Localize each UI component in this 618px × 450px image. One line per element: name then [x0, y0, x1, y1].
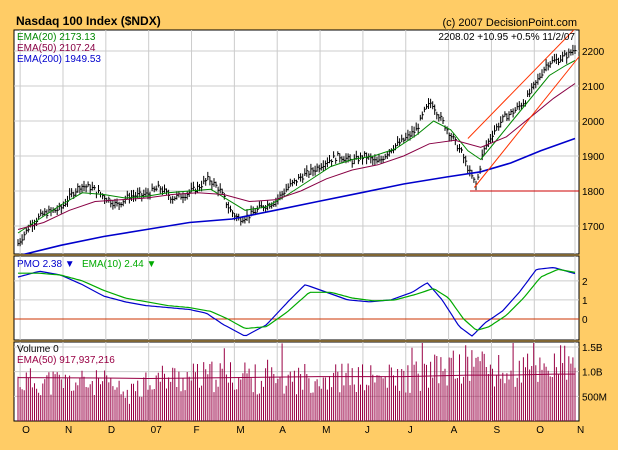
series-price: [17, 44, 577, 247]
price-y-tick: 2200: [582, 47, 605, 58]
copyright-text: (c) 2007 DecisionPoint.com: [442, 17, 577, 29]
series-channel_lower: [473, 55, 579, 188]
x-tick-label: N: [577, 425, 584, 436]
x-tick-label: 07: [151, 425, 163, 436]
x-tick-label: M: [236, 425, 244, 436]
price-y-tick: 1900: [582, 152, 605, 163]
signal-down-arrow: ▼: [144, 259, 157, 270]
volume-bars: [17, 343, 576, 421]
x-tick-label: F: [194, 425, 200, 436]
series-channel_upper: [467, 30, 575, 139]
series-pmo_signal: [18, 268, 576, 331]
series-ema20: [17, 60, 576, 234]
pmo-down-arrow: ▼: [62, 259, 75, 270]
price-y-tick: 1800: [582, 187, 605, 198]
pmo-panel: [13, 255, 580, 341]
x-tick-label: M: [322, 425, 330, 436]
pmo-y-tick: 2: [582, 277, 588, 288]
x-axis-labels: O N D 07 F M A M J J A S O N: [22, 425, 584, 436]
quote-readout: 2208.02 +10.95 +0.5% 11/2/07: [438, 32, 575, 43]
pmo-y-ticks: 0 1 2: [582, 277, 588, 326]
series-pmo: [17, 266, 576, 337]
volume-y-tick: 1.5B: [582, 343, 603, 354]
x-tick-label: N: [65, 425, 72, 436]
x-tick-label: O: [536, 425, 544, 436]
x-tick-label: J: [408, 425, 413, 436]
x-tick-label: S: [493, 425, 500, 436]
volume-bar-series: [17, 343, 576, 421]
pmo-grid: [14, 256, 579, 340]
legend-ema200: EMA(200) 1949.53: [17, 54, 101, 65]
x-tick-label: A: [451, 425, 458, 436]
x-tick-label: D: [108, 425, 115, 436]
price-y-tick: 2000: [582, 117, 605, 128]
series-ema50: [17, 83, 576, 230]
price-y-tick: 2100: [582, 82, 605, 93]
legend-pmo-signal: EMA(10) 2.44 ▼: [82, 259, 156, 270]
legend-ema50: EMA(50) 2107.24: [17, 43, 96, 54]
legend-pmo: PMO 2.38 ▼: [17, 259, 75, 270]
pmo-y-tick: 0: [582, 315, 588, 326]
price-panel: [13, 29, 580, 255]
volume-ema-line: [17, 373, 575, 380]
volume-y-tick: 1.0B: [582, 368, 603, 379]
legend-volume-ema: EMA(50) 917,937,216: [17, 355, 115, 366]
x-tick-label: O: [22, 425, 30, 436]
pmo-y-tick: 1: [582, 296, 588, 307]
volume-y-tick: 500M: [582, 392, 607, 403]
price-y-ticks: 1700 1800 1900 2000 2100 2200: [582, 47, 605, 233]
price-series-group: [17, 30, 579, 254]
legend-volume: Volume 0: [17, 344, 59, 355]
volume-y-ticks: 1.5B 1.0B 500M: [582, 343, 607, 403]
legend-ema20: EMA(20) 2173.13: [17, 32, 96, 43]
x-tick-label: J: [365, 425, 370, 436]
x-tick-label: A: [279, 425, 286, 436]
volume-ema: [17, 373, 575, 380]
series-ema200: [21, 137, 576, 254]
pmo-series-group: [17, 266, 576, 337]
chart-title: Nasdaq 100 Index ($NDX): [16, 14, 161, 28]
price-y-tick: 1700: [582, 222, 605, 233]
